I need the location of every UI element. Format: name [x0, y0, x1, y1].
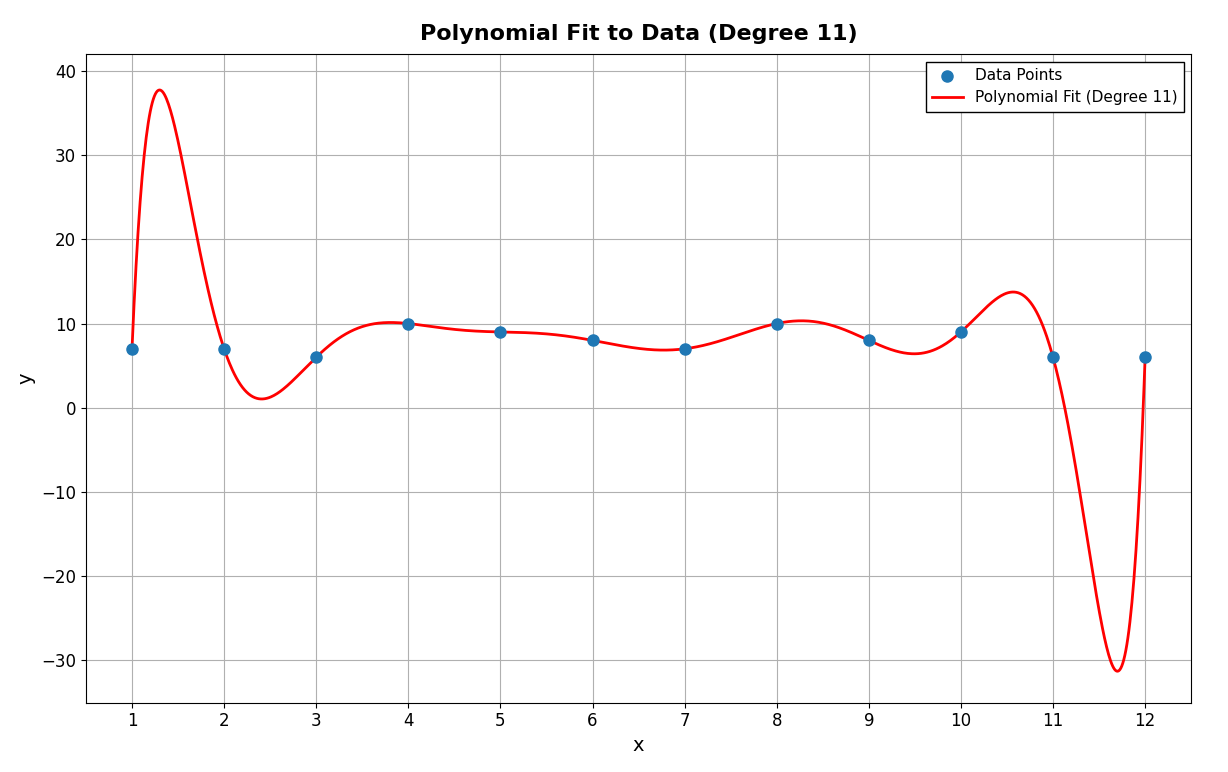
Polynomial Fit (Degree 11) [916, 348, 931, 357]
Y-axis label: y: y [17, 373, 36, 384]
Data Points [398, 317, 418, 330]
Polynomial Fit (Degree 11) [572, 334, 587, 343]
Polynomial Fit (Degree 11) [1110, 666, 1125, 676]
Data Points [582, 334, 602, 347]
Data Points [1043, 351, 1062, 364]
Polynomial Fit (Degree 11) [1137, 353, 1152, 362]
Polynomial Fit (Degree 11) [535, 329, 550, 338]
Data Points [307, 351, 327, 364]
Data Points [214, 343, 233, 355]
Data Points [674, 343, 694, 355]
Data Points [766, 317, 786, 330]
Polynomial Fit (Degree 11) [230, 374, 244, 383]
Data Points [490, 326, 511, 338]
Polynomial Fit (Degree 11) [822, 320, 836, 329]
X-axis label: x: x [632, 736, 645, 755]
Polynomial Fit (Degree 11) [125, 344, 140, 354]
Data Points [123, 343, 141, 355]
Line: Polynomial Fit (Degree 11): Polynomial Fit (Degree 11) [133, 90, 1144, 671]
Data Points [950, 326, 970, 338]
Polynomial Fit (Degree 11) [935, 342, 949, 351]
Legend: Data Points, Polynomial Fit (Degree 11): Data Points, Polynomial Fit (Degree 11) [926, 62, 1184, 111]
Data Points [1135, 351, 1154, 364]
Title: Polynomial Fit to Data (Degree 11): Polynomial Fit to Data (Degree 11) [420, 24, 857, 44]
Polynomial Fit (Degree 11) [152, 86, 167, 95]
Data Points [858, 334, 878, 347]
